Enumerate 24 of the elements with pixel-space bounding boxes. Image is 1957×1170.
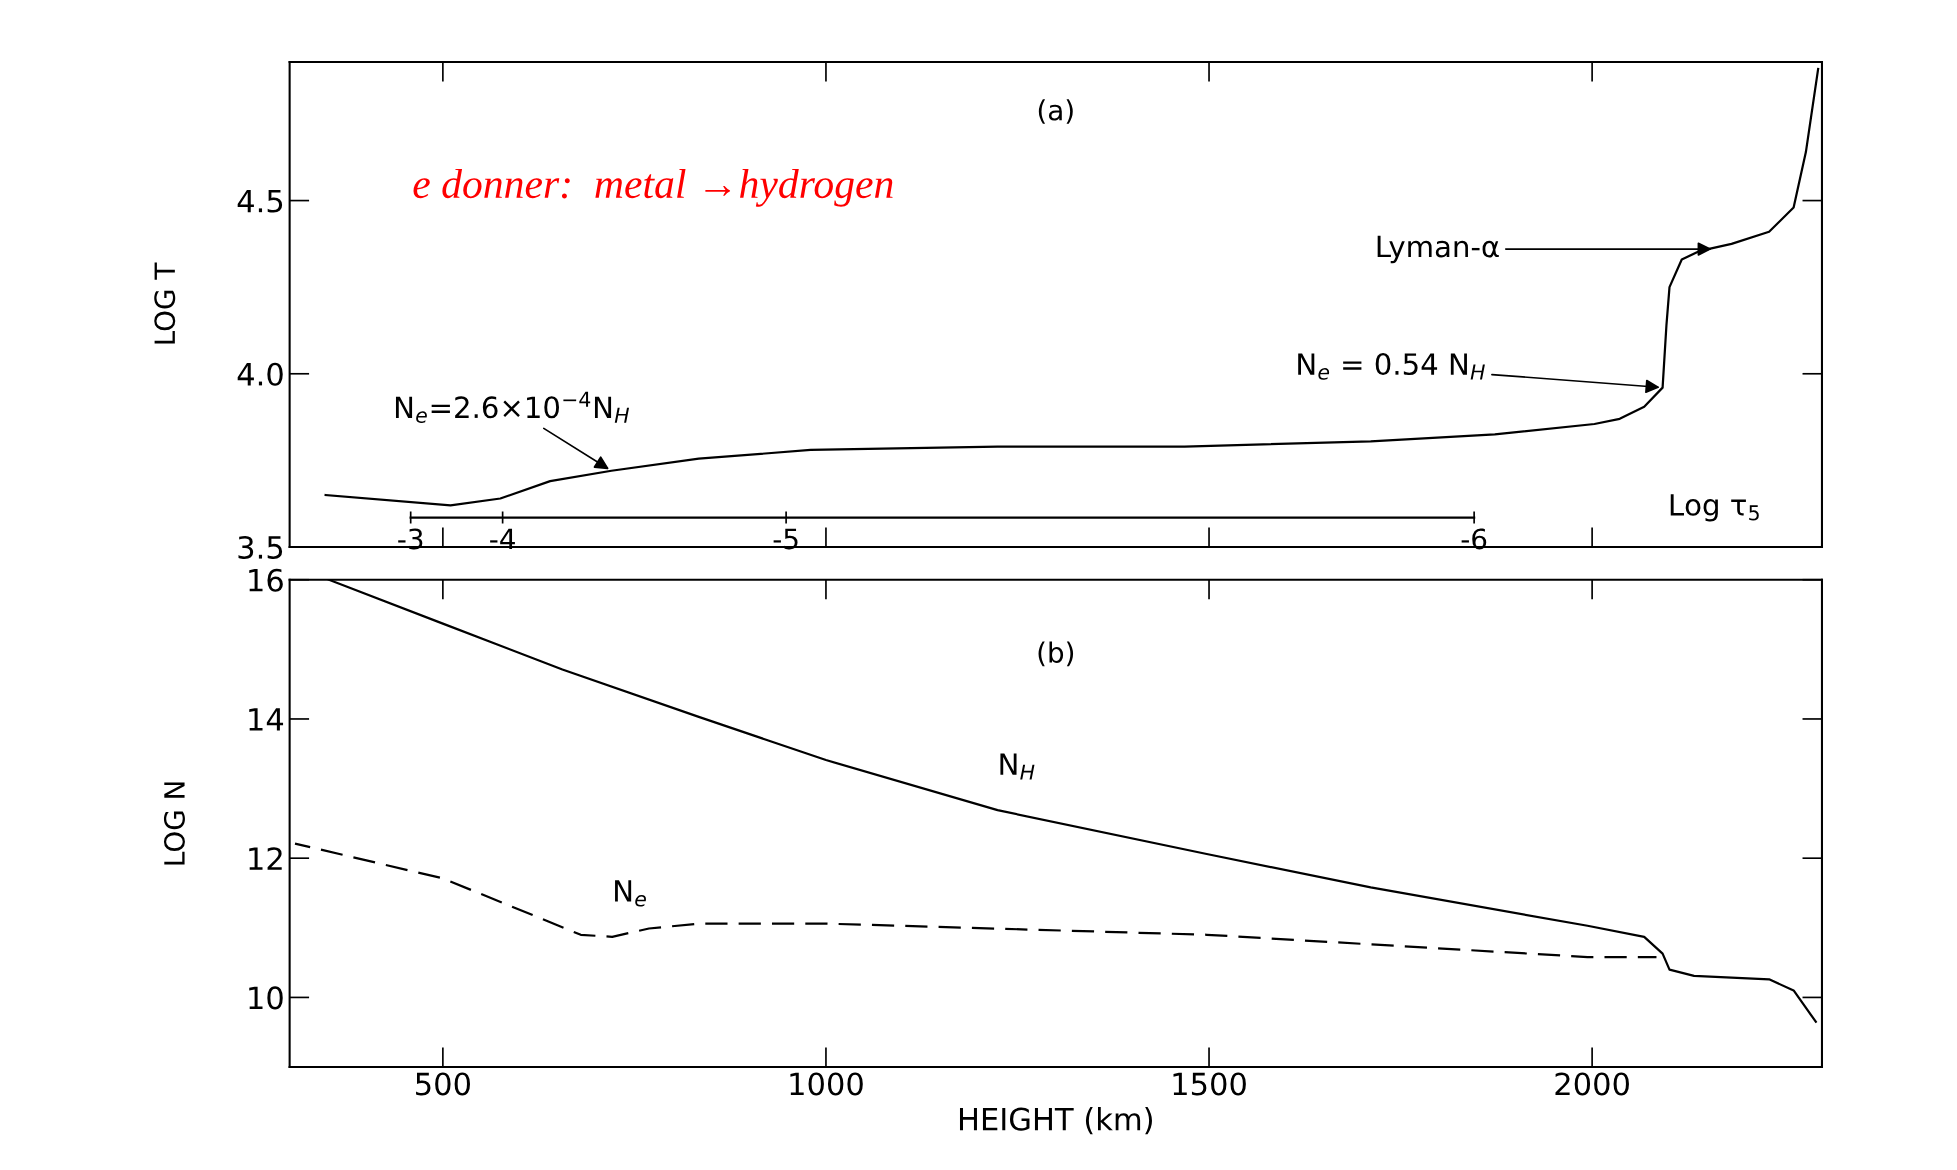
annotation: (b) (1038, 641, 1074, 667)
annotation: Lyman-α (1377, 235, 1499, 264)
y-tick-label: 4.5 (237, 189, 283, 213)
series-label: N$_{H}$ (1000, 753, 1035, 780)
x-tick-label: 1500 (1173, 1072, 1246, 1096)
annotation: N$_{e}$=2.6×10$^{−4}$N$_{H}$ (395, 391, 630, 423)
y-axis-title: LOG N (163, 782, 185, 865)
y-tick-label: 12 (249, 847, 282, 870)
annotation: e donner: metal →hydrogen (413, 168, 893, 207)
y-axis-title: LOG T (154, 262, 176, 344)
x-axis-title: HEIGHT (km) (959, 1107, 1152, 1135)
annotation: N$_{e}$ = 0.54 N$_{H}$ (1298, 353, 1485, 380)
y-tick-label: 10 (249, 986, 283, 1010)
series-label: N$_{e}$ (615, 880, 646, 907)
y-tick-label: 16 (249, 568, 283, 592)
y-tick-label: 3.5 (238, 535, 283, 560)
x-tick-label: 500 (416, 1072, 470, 1096)
x-tick-label: 2000 (1555, 1072, 1629, 1096)
annotation: -4 (490, 528, 515, 550)
y-tick-label: 14 (249, 708, 284, 731)
x-tick-label: 1000 (790, 1072, 863, 1096)
annotation: Log τ$_{5}$ (1670, 494, 1759, 522)
y-tick-label: 4.0 (237, 362, 283, 386)
annotation: (a) (1038, 99, 1073, 124)
